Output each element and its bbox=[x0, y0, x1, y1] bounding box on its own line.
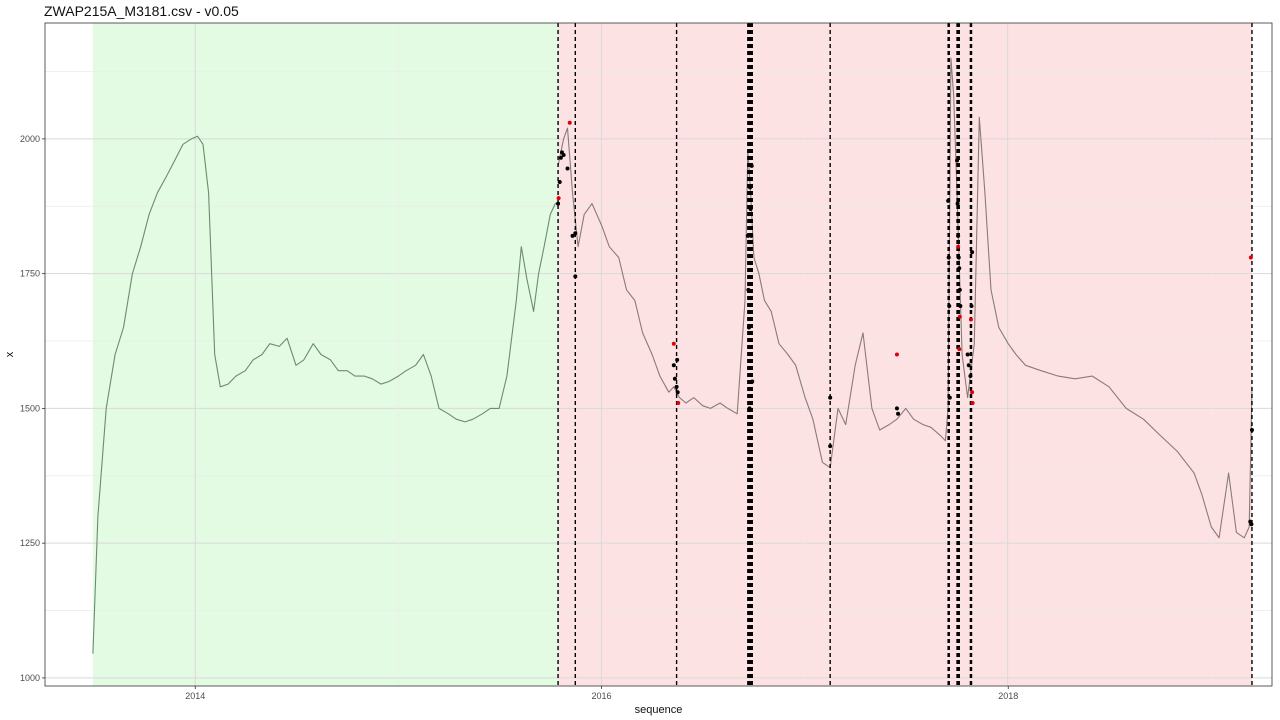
change-point-marker bbox=[946, 198, 951, 203]
outlier-point-marker bbox=[970, 390, 975, 395]
change-point-marker bbox=[746, 325, 751, 330]
outlier-point-marker bbox=[567, 120, 572, 125]
change-point-marker bbox=[970, 250, 975, 255]
changepoints-layer bbox=[557, 23, 1253, 686]
grid-layer bbox=[45, 23, 1272, 686]
outlier-point-marker bbox=[970, 401, 975, 406]
change-point-marker bbox=[674, 384, 679, 389]
change-point-marker bbox=[957, 287, 962, 292]
outlier-point-marker bbox=[957, 347, 962, 352]
chart-title: ZWAP215A_M3181.csv - v0.05 bbox=[44, 3, 239, 19]
ticks-layer: 1000 1250 1500 1750 2000 2014 2016 2018 bbox=[20, 134, 1018, 701]
outlier-point-marker bbox=[676, 401, 681, 406]
outlier-point-marker bbox=[957, 314, 962, 319]
change-point-marker bbox=[746, 287, 751, 292]
outlier-point-marker bbox=[1248, 255, 1253, 260]
change-point-marker bbox=[561, 153, 566, 158]
change-point-marker bbox=[955, 201, 960, 206]
change-point-marker bbox=[558, 155, 563, 160]
change-point-marker bbox=[947, 303, 952, 308]
points-layer bbox=[556, 120, 1254, 527]
change-point-marker bbox=[750, 379, 755, 384]
outlier-point-marker bbox=[556, 196, 561, 201]
change-point-marker bbox=[965, 352, 970, 357]
change-point-marker bbox=[749, 233, 754, 238]
normal-series-line-0 bbox=[92, 135, 559, 654]
y-axis-title: x bbox=[4, 351, 16, 357]
change-point-marker bbox=[955, 158, 960, 163]
change-point-marker bbox=[747, 406, 752, 411]
change-point-marker bbox=[573, 274, 578, 279]
x-tick-label: 2016 bbox=[591, 691, 611, 701]
change-point-marker bbox=[947, 395, 952, 400]
series-layer bbox=[92, 57, 1253, 654]
change-point-marker bbox=[828, 444, 833, 449]
change-point-marker bbox=[565, 166, 570, 171]
outlier-point-marker bbox=[671, 341, 676, 346]
y-tick-label: 2000 bbox=[20, 134, 40, 144]
change-point-marker bbox=[956, 233, 961, 238]
change-point-marker bbox=[1249, 427, 1254, 432]
change-point-marker bbox=[573, 231, 578, 236]
change-point-marker bbox=[894, 406, 899, 411]
change-point-marker bbox=[748, 206, 753, 211]
anomaly-series-line-1 bbox=[557, 57, 1253, 539]
change-point-marker bbox=[675, 390, 680, 395]
change-point-marker bbox=[557, 180, 562, 185]
outlier-point-marker bbox=[968, 317, 973, 322]
change-point-marker bbox=[966, 363, 971, 368]
change-point-marker bbox=[957, 266, 962, 271]
change-point-marker bbox=[1249, 522, 1254, 527]
change-point-marker bbox=[570, 233, 575, 238]
change-point-marker bbox=[896, 411, 901, 416]
regions-layer bbox=[92, 23, 1252, 686]
change-point-marker bbox=[675, 357, 680, 362]
change-point-marker bbox=[748, 185, 753, 190]
outlier-point-marker bbox=[956, 244, 961, 249]
change-point-marker bbox=[968, 374, 973, 379]
change-point-marker bbox=[745, 233, 750, 238]
x-tick-label: 2014 bbox=[185, 691, 205, 701]
change-point-marker bbox=[969, 303, 974, 308]
panel-border bbox=[44, 22, 1273, 687]
change-point-marker bbox=[556, 201, 561, 206]
change-point-marker bbox=[958, 303, 963, 308]
y-tick-label: 1250 bbox=[20, 538, 40, 548]
change-point-marker bbox=[946, 255, 951, 260]
change-point-marker bbox=[671, 363, 676, 368]
y-tick-label: 1750 bbox=[20, 269, 40, 279]
change-point-marker bbox=[828, 395, 833, 400]
x-axis-title: sequence bbox=[635, 704, 683, 716]
change-point-marker bbox=[672, 376, 677, 381]
y-tick-label: 1500 bbox=[20, 403, 40, 413]
outlier-point-marker bbox=[894, 352, 899, 357]
anomaly-region-1 bbox=[558, 23, 1252, 686]
x-tick-label: 2018 bbox=[998, 691, 1018, 701]
change-point-marker bbox=[749, 163, 754, 168]
normal-region-0 bbox=[92, 23, 559, 686]
change-point-marker bbox=[956, 255, 961, 260]
y-tick-label: 1000 bbox=[20, 673, 40, 683]
